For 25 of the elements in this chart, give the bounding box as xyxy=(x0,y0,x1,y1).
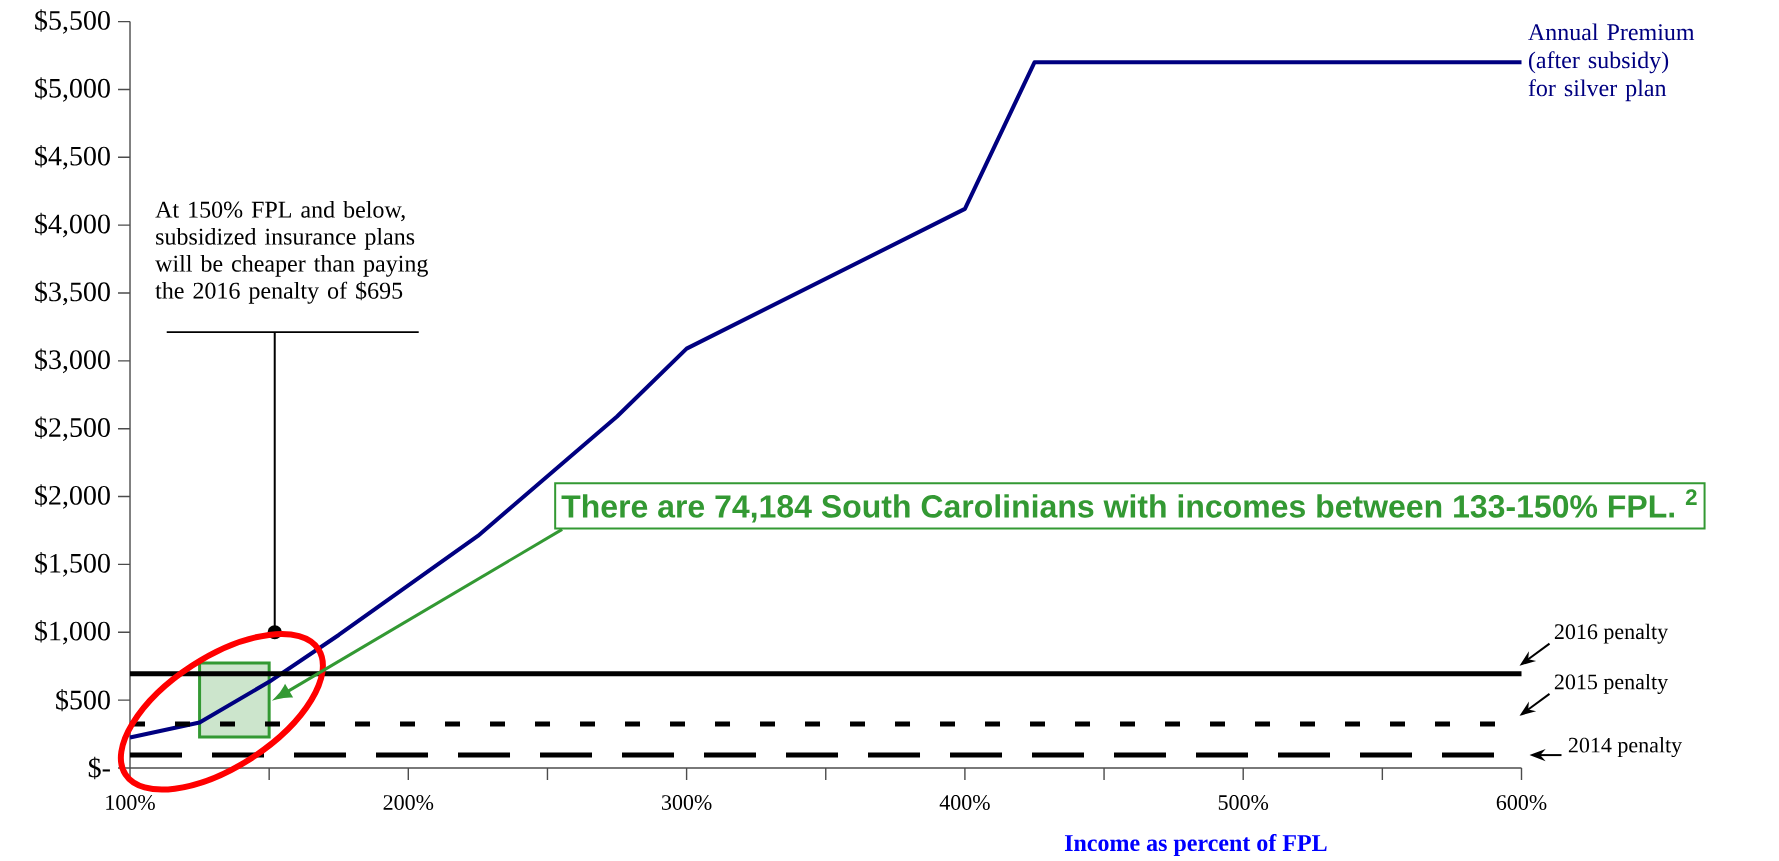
x-tick-label: 600% xyxy=(1496,795,1547,810)
y-tick-label: $2,000 xyxy=(35,484,110,509)
series-label: Annual Premium (after subsidy) for silver plan xyxy=(1528,23,1695,102)
annotation: There are 74,184 South Carolinians with incomes between 133-150% FPL. $^{2}$ xyxy=(561,489,1697,523)
y-tick-label: $5,500 xyxy=(35,9,110,34)
y-tick-label: $500 xyxy=(56,688,110,712)
annotation: At 150% FPL and below, subsidized insurance plans will be cheaper than paying the 2016 penalty of $695 xyxy=(155,200,428,304)
y-tick-label: $3,000 xyxy=(35,348,110,374)
ref-line-label: 2015 penalty xyxy=(1554,673,1669,694)
y-tick-label: $5,000 xyxy=(35,77,110,102)
y-tick-label: $4,000 xyxy=(35,212,110,238)
x-tick-label: 300% xyxy=(662,795,712,810)
x-tick-label: 400% xyxy=(939,795,990,810)
y-tick-label: $1,000 xyxy=(35,619,110,645)
ref-line-label: 2016 penalty xyxy=(1554,623,1669,644)
y-tick-label: $1,500 xyxy=(35,552,110,577)
x-axis-title: Income as percent of FPL xyxy=(1064,833,1327,856)
y-tick-label: $2,500 xyxy=(35,416,110,441)
y-tick-label: $3,500 xyxy=(35,280,110,306)
y-tick-label: $4,500 xyxy=(35,144,110,170)
x-tick-label: 200% xyxy=(383,795,434,810)
y-tick-label: $- xyxy=(88,756,110,780)
x-tick-label: 100% xyxy=(106,795,155,810)
x-tick-label: 500% xyxy=(1218,795,1269,810)
ref-line-label: 2014 penalty xyxy=(1568,737,1683,758)
